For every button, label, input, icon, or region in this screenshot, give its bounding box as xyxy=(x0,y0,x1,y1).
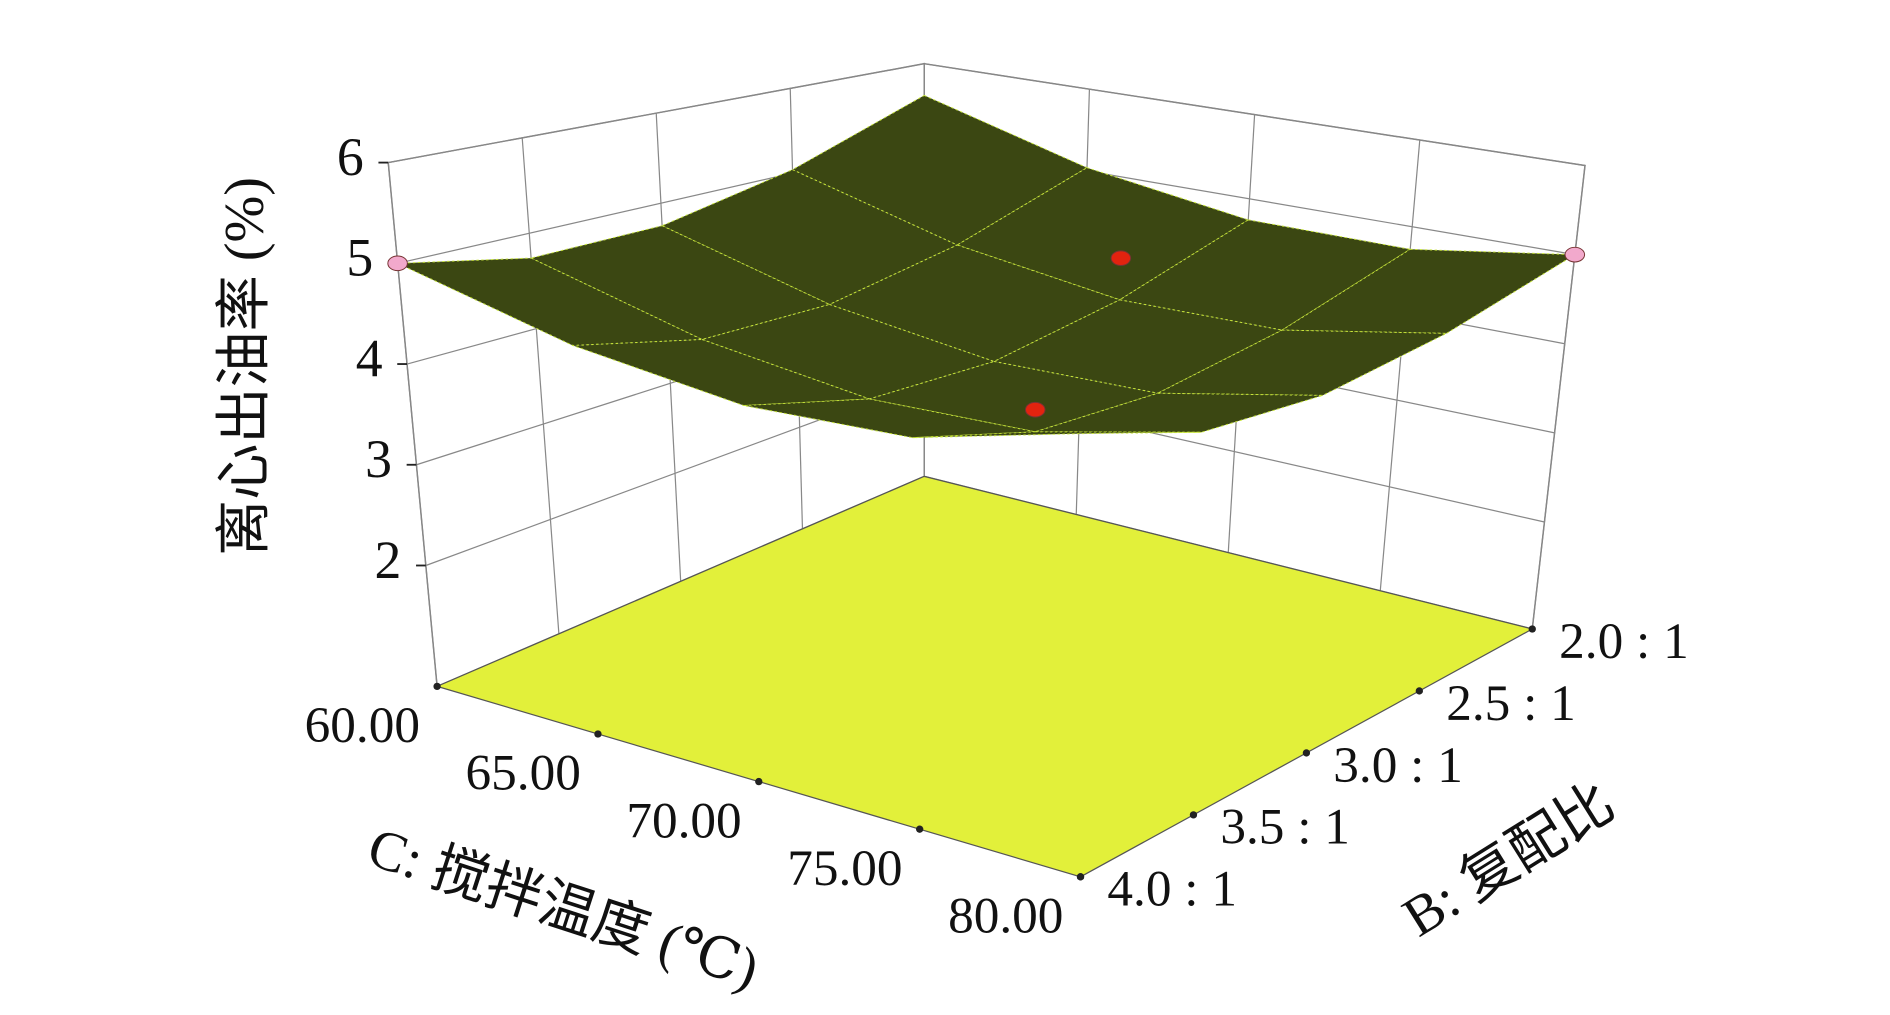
tick-mark xyxy=(1528,625,1536,633)
grid-line xyxy=(521,137,560,634)
tick-mark xyxy=(1302,749,1311,757)
tick-mark xyxy=(916,825,924,833)
y-tick-label: 3.0 : 1 xyxy=(1333,737,1463,794)
tick-mark xyxy=(594,730,602,738)
z-tick-label: 3 xyxy=(365,429,392,489)
x-tick-label: 65.00 xyxy=(465,745,580,802)
tick-mark xyxy=(1076,873,1085,881)
surface-patch xyxy=(1035,392,1323,433)
z-axis-title: 离心出油率 (%) xyxy=(214,177,276,556)
z-tick-label: 5 xyxy=(346,228,373,288)
y-axis-title: B: 复配比 xyxy=(1392,772,1625,949)
z-tick-label: 4 xyxy=(356,328,383,388)
surface-patch xyxy=(1118,219,1412,331)
grid-line xyxy=(387,162,438,687)
z-tick-label: 6 xyxy=(337,127,364,187)
surface-patch xyxy=(1280,248,1577,334)
y-tick-label: 3.5 : 1 xyxy=(1220,799,1350,856)
design-point xyxy=(387,255,408,272)
surface-patch xyxy=(660,169,959,305)
tick-mark xyxy=(1189,811,1198,819)
design-point xyxy=(1564,246,1586,263)
z-tick-label: 2 xyxy=(375,530,402,590)
x-tick-label: 75.00 xyxy=(787,840,902,897)
design-point xyxy=(1110,250,1132,266)
x-tick-label: 70.00 xyxy=(626,792,741,849)
surface-patch xyxy=(912,431,1202,439)
y-tick-label: 2.0 : 1 xyxy=(1559,613,1689,670)
x-tick-label: 60.00 xyxy=(305,697,420,754)
tick-mark xyxy=(1415,687,1423,695)
tick-mark xyxy=(433,682,441,691)
grid-line xyxy=(1379,140,1421,591)
tick-mark xyxy=(755,777,763,786)
surface-patch xyxy=(743,398,1036,439)
x-tick-label: 80.00 xyxy=(948,888,1063,945)
y-tick-label: 4.0 : 1 xyxy=(1107,861,1237,918)
y-tick-label: 2.5 : 1 xyxy=(1446,675,1576,732)
grid-line xyxy=(1531,165,1586,630)
design-point xyxy=(1024,401,1046,418)
surface-patch xyxy=(956,167,1250,301)
surface-patch xyxy=(529,225,831,341)
surface-patch xyxy=(828,244,1121,363)
